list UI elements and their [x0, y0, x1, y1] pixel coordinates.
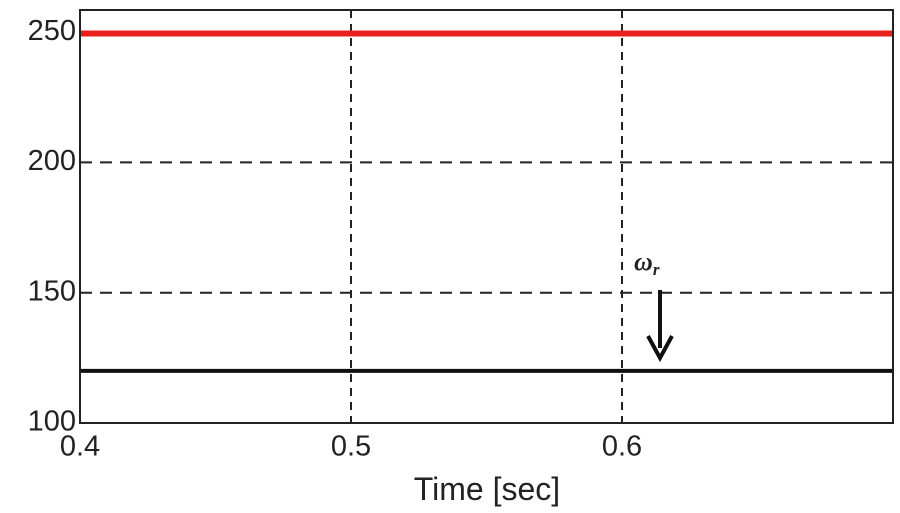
annotation-subscript: r	[653, 260, 660, 279]
x-axis-label: Time [sec]	[414, 471, 560, 507]
y-tick-label: 200	[28, 145, 76, 177]
annotation-symbol: ω	[634, 247, 653, 276]
y-tick-label: 250	[28, 15, 76, 47]
x-tick-label: 0.4	[60, 431, 100, 463]
annotation-arrowhead	[646, 335, 674, 363]
plot-frame	[79, 9, 894, 424]
y-tick-label: 100	[28, 406, 76, 438]
plot-area	[80, 10, 893, 423]
x-tick-label: 0.5	[331, 431, 371, 463]
y-tick-label: 150	[28, 275, 76, 307]
annotation-label: ωr	[634, 247, 660, 279]
x-tick-label: 0.6	[602, 431, 642, 463]
